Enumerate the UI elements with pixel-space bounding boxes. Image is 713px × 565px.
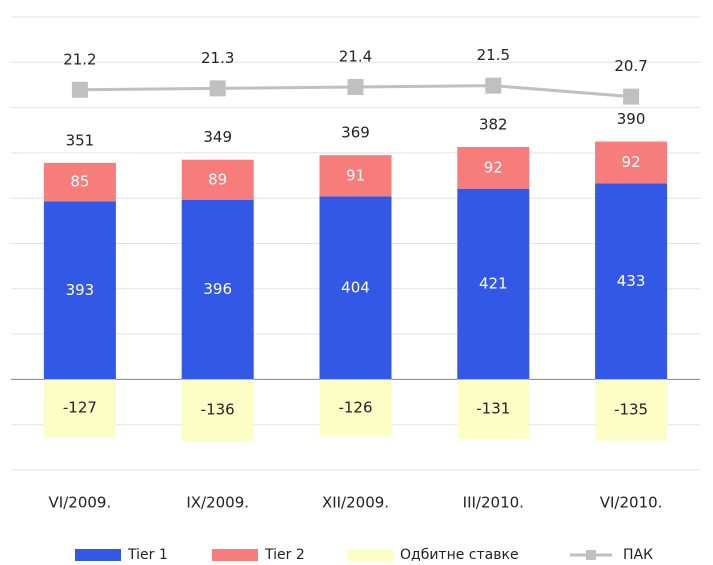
x-tick-label: XII/2009. xyxy=(322,494,389,512)
x-tick-label: VI/2009. xyxy=(49,494,112,512)
data-label: -136 xyxy=(201,401,235,419)
bar-segment xyxy=(43,162,116,202)
bar-segment xyxy=(595,183,668,380)
data-label: 393 xyxy=(66,281,95,299)
line-label: 21.3 xyxy=(201,49,234,67)
data-label: 89 xyxy=(208,170,227,188)
bar-segment xyxy=(319,379,392,437)
x-tick-label: III/2010. xyxy=(463,494,524,512)
line-marker xyxy=(623,88,640,105)
bar-segment xyxy=(43,201,116,380)
line-marker xyxy=(485,77,502,94)
line-marker xyxy=(209,80,226,97)
legend-swatch xyxy=(586,550,596,560)
bar-segment xyxy=(181,200,254,380)
bar-segment xyxy=(457,188,530,380)
data-label: 85 xyxy=(70,173,89,191)
legend-swatch xyxy=(212,549,258,561)
bar-segment xyxy=(43,379,116,437)
line-label: 20.7 xyxy=(614,57,647,75)
data-label: 433 xyxy=(617,272,646,290)
data-label: -135 xyxy=(614,400,648,418)
line-marker xyxy=(347,79,364,96)
bar-segment xyxy=(595,141,668,184)
total-label: 349 xyxy=(203,128,232,146)
total-label: 369 xyxy=(341,124,370,142)
line-marker xyxy=(71,81,88,98)
legend-label: Tier 1 xyxy=(127,547,168,563)
bar-segment xyxy=(181,159,254,201)
data-label: 92 xyxy=(484,158,503,176)
data-label: 92 xyxy=(622,153,641,171)
legend-swatch xyxy=(75,549,121,561)
bar-segment xyxy=(319,155,392,197)
total-label: 382 xyxy=(479,116,508,134)
bar-segment xyxy=(181,379,254,442)
bar-segment xyxy=(457,147,530,189)
legend-label: ПАК xyxy=(623,547,653,563)
total-label: 351 xyxy=(66,131,95,149)
legend-swatch xyxy=(347,549,393,561)
data-label: -127 xyxy=(63,399,97,417)
data-label: 91 xyxy=(346,166,365,184)
bar-segment xyxy=(595,379,668,441)
data-label: 421 xyxy=(479,275,508,293)
data-label: 396 xyxy=(203,280,232,298)
line-label: 21.5 xyxy=(477,46,510,64)
line-label: 21.4 xyxy=(339,48,372,66)
legend-label: Tier 2 xyxy=(264,547,305,563)
bar-segment xyxy=(457,379,530,439)
bar-segment xyxy=(319,196,392,380)
data-label: 404 xyxy=(341,278,370,296)
legend-label: Одбитне ставке xyxy=(400,547,519,563)
data-label: -126 xyxy=(338,398,372,416)
x-tick-label: IX/2009. xyxy=(186,494,249,512)
total-label: 390 xyxy=(617,110,646,128)
x-tick-label: VI/2010. xyxy=(600,494,663,512)
data-label: -131 xyxy=(476,400,510,418)
line-label: 21.2 xyxy=(63,50,96,68)
